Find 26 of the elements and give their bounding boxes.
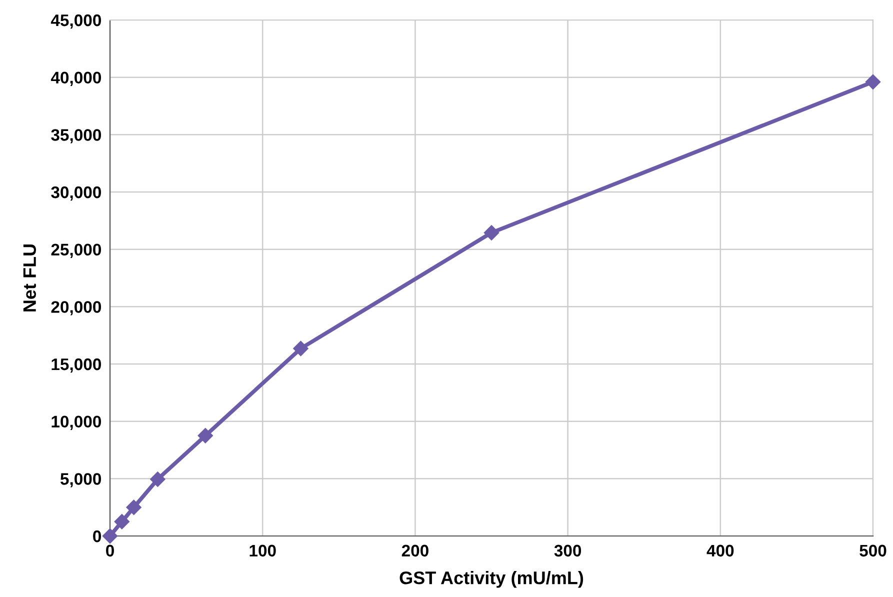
y-tick-label: 30,000 bbox=[51, 186, 101, 201]
point bbox=[126, 500, 142, 515]
x-tick-label: 200 bbox=[402, 544, 428, 557]
y-tick-label: 5,000 bbox=[60, 473, 101, 488]
y-tick-label: 15,000 bbox=[52, 358, 101, 373]
x-tick-label: 400 bbox=[706, 544, 734, 557]
x-tick-label: 0 bbox=[106, 544, 114, 557]
x-axis-title: GST Activity (mU/mL) bbox=[400, 570, 584, 588]
point bbox=[102, 528, 118, 544]
point bbox=[484, 225, 500, 240]
point bbox=[293, 340, 308, 356]
point bbox=[114, 514, 130, 530]
x-tick-label: 100 bbox=[250, 544, 276, 557]
point bbox=[865, 74, 881, 90]
x-tick-label: 500 bbox=[860, 544, 886, 557]
point bbox=[198, 428, 213, 444]
y-tick-label: 20,000 bbox=[51, 301, 101, 316]
point bbox=[150, 472, 166, 487]
y-tick-label: 35,000 bbox=[51, 129, 101, 144]
y-axis-title: Net FLU bbox=[23, 244, 36, 312]
y-tick-label: 40,000 bbox=[50, 72, 101, 86]
y-tick-label: 0 bbox=[93, 530, 101, 542]
y-tick-label: 10,000 bbox=[52, 416, 101, 430]
y-tick-label: 25,000 bbox=[51, 244, 101, 258]
x-tick-label: 300 bbox=[554, 544, 582, 557]
y-tick-label: 45,000 bbox=[50, 14, 101, 29]
